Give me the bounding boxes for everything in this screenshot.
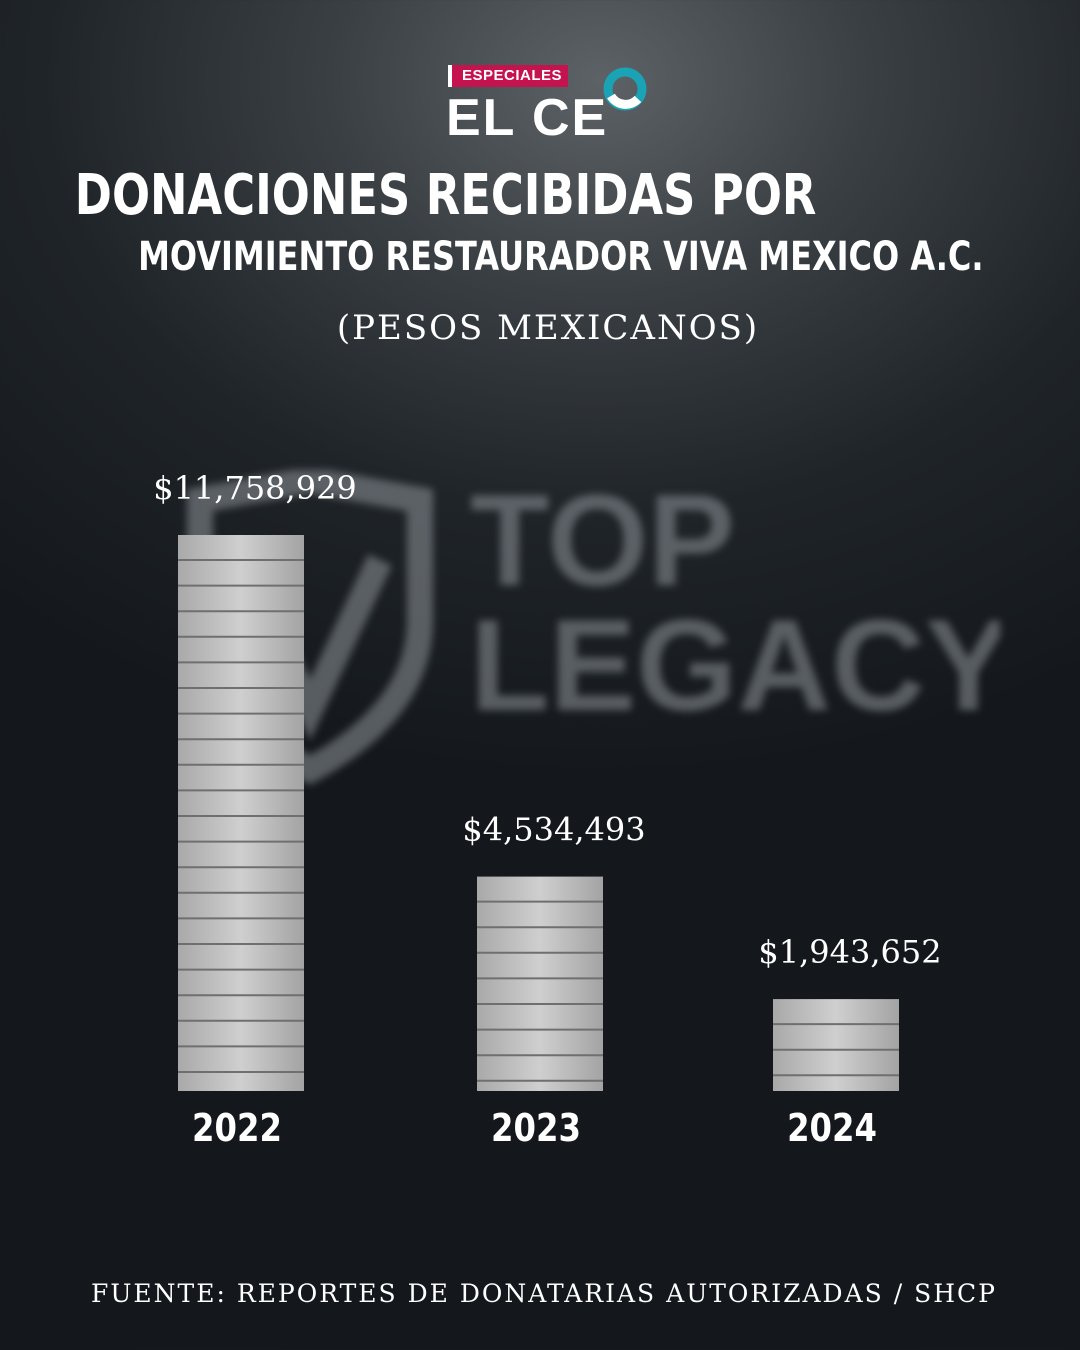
value-label-2024: $1,943,652 bbox=[758, 933, 941, 971]
bar-slats-2023 bbox=[477, 900, 603, 1082]
year-label-2024: 2024 bbox=[787, 1107, 877, 1151]
watermark: TOP LEGACY bbox=[187, 470, 1000, 785]
source-note: FUENTE: REPORTES DE DONATARIAS AUTORIZAD… bbox=[91, 1279, 997, 1308]
chart-title-line-1: DONACIONES RECIBIDAS POR bbox=[74, 163, 817, 228]
watermark-top: TOP bbox=[470, 470, 735, 613]
year-label-2023: 2023 bbox=[491, 1107, 581, 1151]
bar-slats-2022 bbox=[178, 559, 304, 1073]
chart-subtitle: (PESOS MEXICANOS) bbox=[336, 308, 760, 348]
brand-o-ring-icon bbox=[603, 67, 647, 111]
bar-2024 bbox=[773, 999, 899, 1091]
brand-logo: ESPECIALES EL CE bbox=[0, 32, 1080, 146]
bar-slats-2024 bbox=[773, 1023, 899, 1077]
value-label-2023: $4,534,493 bbox=[462, 811, 645, 849]
watermark-legacy: LEGACY bbox=[470, 592, 1000, 738]
especiales-badge: ESPECIALES bbox=[448, 65, 569, 87]
bar-2022 bbox=[178, 535, 304, 1091]
value-label-2022: $11,758,929 bbox=[153, 469, 357, 507]
bar-2023 bbox=[477, 876, 603, 1091]
year-label-2022: 2022 bbox=[192, 1107, 282, 1151]
bars-group: $11,758,929 2022 $4,534,493 2023 $1,943,652 2… bbox=[153, 469, 941, 1151]
chart-title-line-2: MOVIMIENTO RESTAURADOR VIVA MEXICO A.C. bbox=[138, 234, 984, 280]
brand-name: EL CE bbox=[446, 89, 609, 147]
